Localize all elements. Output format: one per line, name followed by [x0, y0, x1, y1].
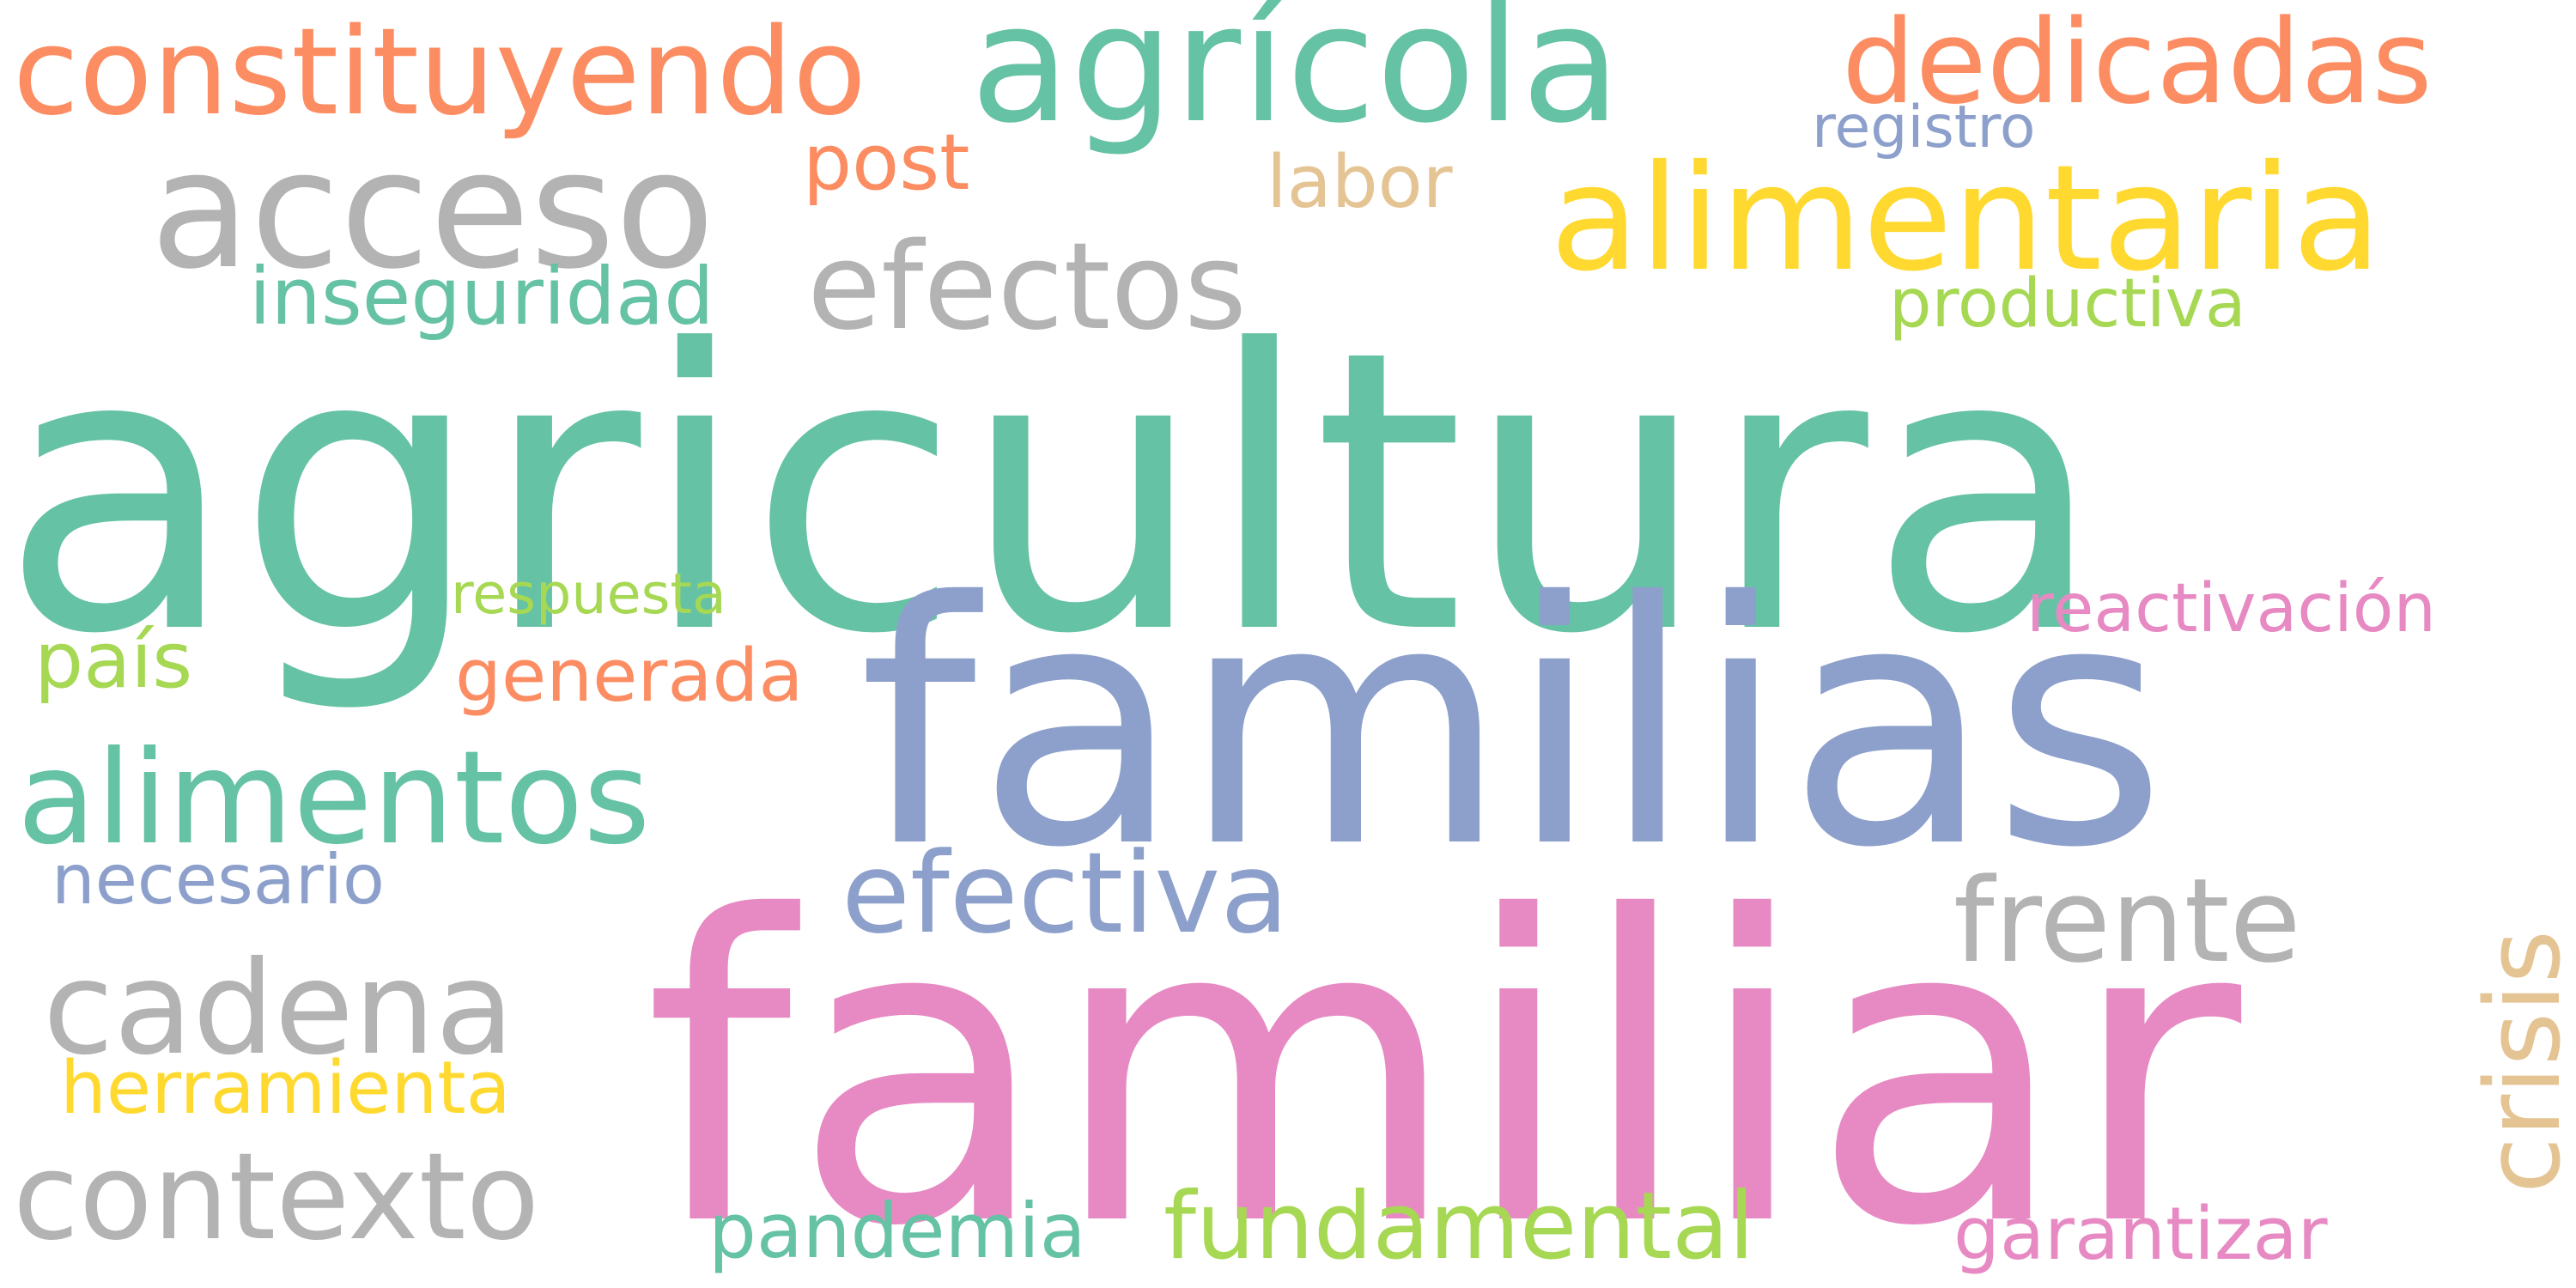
word-efectos: efectos [807, 217, 1248, 357]
word-constituyendo: constituyendo [13, 3, 866, 143]
word-inseguridad: inseguridad [249, 251, 714, 343]
word-agricultura: agricultura [0, 269, 2105, 719]
word-cadena: cadena [43, 934, 514, 1084]
word-fundamental: fundamental [1163, 1173, 1755, 1280]
word-pandemia: pandemia [708, 1187, 1086, 1275]
word-pais: país [34, 616, 193, 706]
word-crisis: crisis [2464, 929, 2576, 1194]
word-post: post [803, 118, 970, 208]
word-efectiva: efectiva [841, 828, 1289, 958]
word-necesario: necesario [52, 840, 385, 920]
word-agricola: agrícola [970, 0, 1621, 159]
word-herramienta: herramienta [60, 1046, 511, 1131]
word-garantizar: garantizar [1953, 1192, 2328, 1277]
word-contexto: contexto [13, 1127, 540, 1267]
word-reactivacion: reactivación [2026, 570, 2436, 647]
word-labor: labor [1267, 140, 1453, 225]
word-registro: registro [1812, 94, 2036, 161]
word-alimentaria: alimentaria [1550, 134, 2382, 304]
word-familias: familias [859, 531, 2167, 920]
word-alimentos: alimentos [17, 724, 651, 873]
word-acceso: acceso [150, 115, 715, 305]
word-familiar: familiar [644, 828, 2242, 1288]
word-productiva: productiva [1889, 265, 2246, 343]
word-frente: frente [1953, 854, 2301, 988]
word-respuesta: respuesta [451, 562, 726, 627]
word-dedicadas: dedicadas [1842, 0, 2433, 130]
word-generada: generada [455, 634, 804, 719]
